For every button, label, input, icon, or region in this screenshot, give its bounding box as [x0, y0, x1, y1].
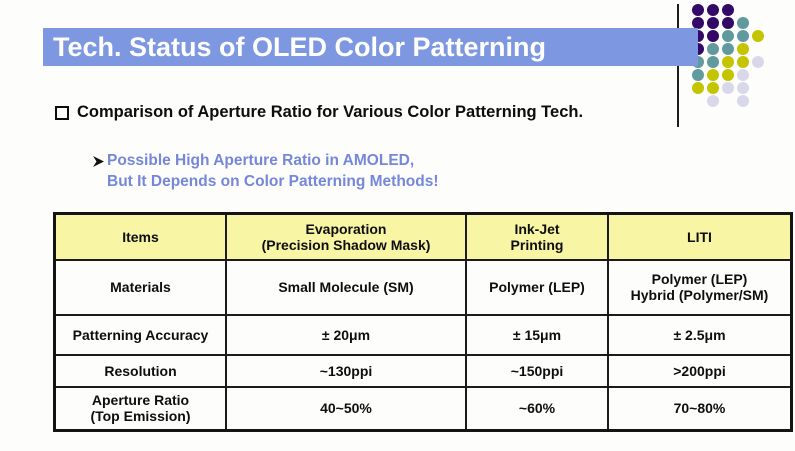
sub-bullet-block: Possible High Aperture Ratio in AMOLED, … [92, 151, 439, 192]
table-row-patterning-accuracy: Patterning Accuracy ± 20μm ± 15μm ± 2.5μ… [53, 313, 793, 356]
dot [707, 30, 719, 42]
dot [737, 95, 749, 107]
row-label-patterning-accuracy: Patterning Accuracy [53, 313, 227, 356]
cell-resolution-evaporation: ~130ppi [225, 353, 467, 388]
cell-aperture-evaporation: 40~50% [225, 385, 467, 432]
dot [722, 69, 734, 81]
title-bar: Tech. Status of OLED Color Patterning [43, 28, 698, 66]
dot [737, 56, 749, 68]
bullet-line: Comparison of Aperture Ratio for Various… [55, 103, 583, 122]
dot [737, 17, 749, 29]
square-bullet-icon [55, 106, 69, 120]
dot [737, 43, 749, 55]
dot [737, 69, 749, 81]
dot [737, 30, 749, 42]
dot [692, 17, 704, 29]
column-header-inkjet: Ink-Jet Printing [465, 212, 609, 261]
cell-accuracy-evaporation: ± 20μm [225, 313, 467, 356]
dot [737, 82, 749, 94]
cell-materials-evaporation: Small Molecule (SM) [225, 258, 467, 316]
dot [722, 4, 734, 16]
cell-accuracy-inkjet: ± 15μm [465, 313, 609, 356]
bullet-text: Comparison of Aperture Ratio for Various… [77, 103, 584, 121]
dot [707, 56, 719, 68]
dot [752, 56, 764, 68]
cell-aperture-inkjet: ~60% [465, 385, 609, 432]
dot [707, 17, 719, 29]
sub-bullet-text: Possible High Aperture Ratio in AMOLED, … [107, 151, 439, 192]
column-header-liti: LITI [607, 212, 793, 261]
cell-materials-liti: Polymer (LEP) Hybrid (Polymer/SM) [607, 258, 793, 316]
cell-resolution-liti: >200ppi [607, 353, 793, 388]
sub-bullet-line-1: Possible High Aperture Ratio in AMOLED, [107, 152, 415, 169]
dot [692, 69, 704, 81]
dot [707, 95, 719, 107]
dot-pattern-decoration [692, 4, 792, 116]
dot [722, 43, 734, 55]
sub-bullet-line-2: But It Depends on Color Patterning Metho… [107, 172, 439, 190]
table-header-row: Items Evaporation (Precision Shadow Mask… [53, 212, 793, 261]
dot [752, 30, 764, 42]
row-label-aperture-ratio: Aperture Ratio (Top Emission) [53, 385, 227, 432]
table-row-resolution: Resolution ~130ppi ~150ppi >200ppi [53, 353, 793, 388]
arrowhead-icon [92, 155, 105, 173]
dot [722, 17, 734, 29]
cell-accuracy-liti: ± 2.5μm [607, 313, 793, 356]
dot [692, 82, 704, 94]
table-row-aperture-ratio: Aperture Ratio (Top Emission) 40~50% ~60… [53, 385, 793, 432]
dot [722, 82, 734, 94]
table-row-materials: Materials Small Molecule (SM) Polymer (L… [53, 258, 793, 316]
dot [722, 30, 734, 42]
comparison-table: Items Evaporation (Precision Shadow Mask… [53, 212, 793, 432]
row-label-resolution: Resolution [53, 353, 227, 388]
row-label-materials: Materials [53, 258, 227, 316]
dot [707, 43, 719, 55]
cell-resolution-inkjet: ~150ppi [465, 353, 609, 388]
dot [707, 4, 719, 16]
column-header-items: Items [53, 212, 227, 261]
dot [707, 82, 719, 94]
cell-materials-inkjet: Polymer (LEP) [465, 258, 609, 316]
page-title: Tech. Status of OLED Color Patterning [53, 31, 547, 62]
cell-aperture-liti: 70~80% [607, 385, 793, 432]
dot [707, 69, 719, 81]
dot [722, 56, 734, 68]
column-header-evaporation: Evaporation (Precision Shadow Mask) [225, 212, 467, 261]
dot [692, 4, 704, 16]
